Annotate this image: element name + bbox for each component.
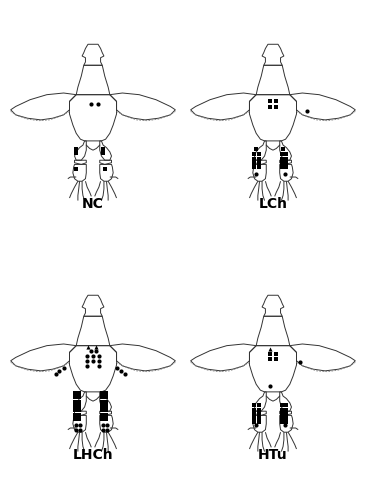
Text: NC: NC [82,196,104,210]
Text: HTu: HTu [258,448,288,462]
Text: LCh: LCh [258,196,287,210]
Text: LHCh: LHCh [73,448,113,462]
